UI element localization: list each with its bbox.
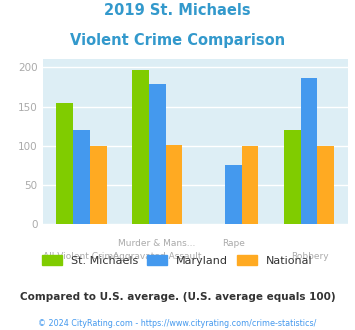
Text: Robbery: Robbery [291, 252, 328, 261]
Text: Murder & Mans...: Murder & Mans... [119, 239, 196, 248]
Bar [225, 165, 241, 224]
Bar [301, 78, 317, 224]
Text: Compared to U.S. average. (U.S. average equals 100): Compared to U.S. average. (U.S. average … [20, 292, 335, 302]
Bar [317, 146, 334, 224]
Bar [284, 130, 301, 224]
Bar [56, 103, 73, 224]
Text: Rape: Rape [222, 239, 245, 248]
Bar [132, 70, 149, 224]
Bar [149, 84, 166, 224]
Bar [90, 146, 106, 224]
Bar [241, 146, 258, 224]
Text: All Violent Crime: All Violent Crime [43, 252, 119, 261]
Text: Aggravated Assault: Aggravated Assault [113, 252, 201, 261]
Text: Violent Crime Comparison: Violent Crime Comparison [70, 33, 285, 48]
Bar [166, 145, 182, 224]
Bar [73, 130, 90, 224]
Legend: St. Michaels, Maryland, National: St. Michaels, Maryland, National [38, 250, 317, 270]
Text: © 2024 CityRating.com - https://www.cityrating.com/crime-statistics/: © 2024 CityRating.com - https://www.city… [38, 319, 317, 328]
Text: 2019 St. Michaels: 2019 St. Michaels [104, 3, 251, 18]
